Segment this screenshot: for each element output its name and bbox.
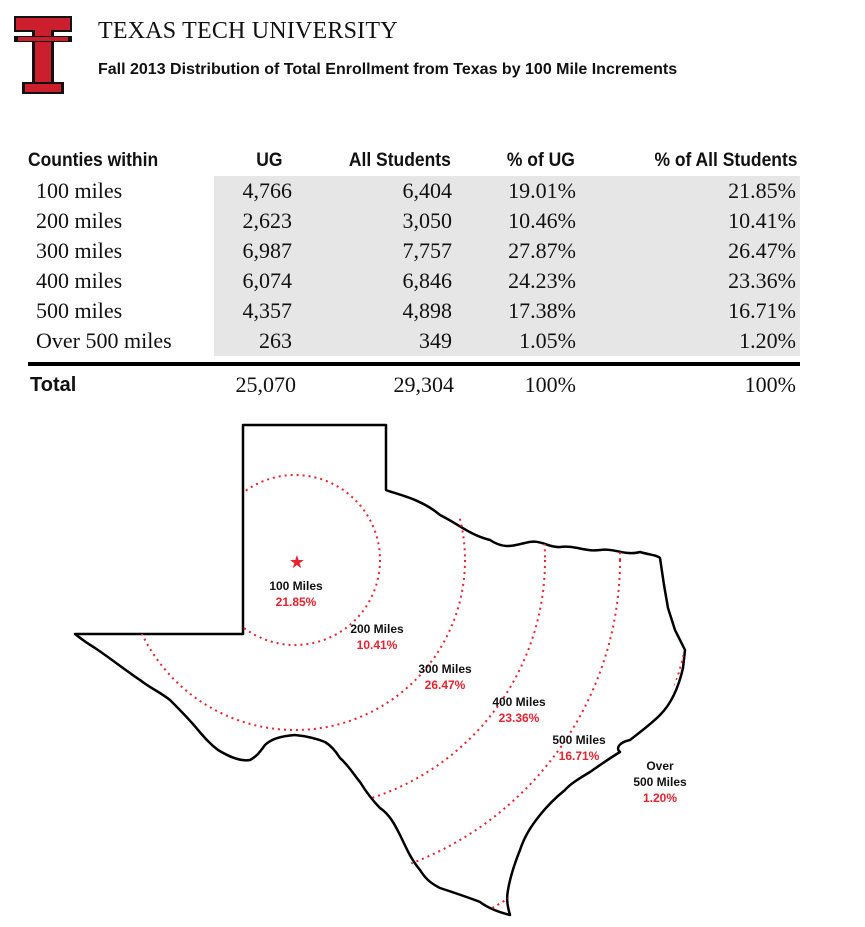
map-label-name: 300 Miles xyxy=(418,662,472,676)
map-label-pct: 16.71% xyxy=(559,749,600,763)
row-label: 500 miles xyxy=(36,298,123,323)
row-label: 300 miles xyxy=(36,238,123,263)
map-label-pct: 26.47% xyxy=(425,678,466,692)
total-divider xyxy=(28,362,800,366)
map-label-name: 100 Miles xyxy=(269,579,323,593)
col-header-counties: Counties within xyxy=(28,150,159,171)
university-name: TEXAS TECH UNIVERSITY xyxy=(98,18,398,44)
table-row: 500 miles 4,357 4,898 17.38% 16.71% xyxy=(28,296,800,326)
total-label: Total xyxy=(30,374,77,396)
col-header-ug: UG xyxy=(255,150,282,171)
table-shading xyxy=(214,176,800,356)
col-header-pct-all: % of All Students xyxy=(654,150,798,171)
map-label-name: Over xyxy=(646,759,674,773)
pct-all-value: 16.71% xyxy=(728,298,796,323)
all-value: 6,846 xyxy=(402,268,453,293)
ug-value: 263 xyxy=(259,328,292,353)
ug-value: 2,623 xyxy=(242,208,293,233)
total-all: 29,304 xyxy=(393,372,455,397)
map-label-pct: 23.36% xyxy=(499,711,540,725)
map-label-pct: 21.85% xyxy=(276,595,317,609)
pct-ug-value: 24.23% xyxy=(508,268,576,293)
all-value: 3,050 xyxy=(402,208,453,233)
row-label: Over 500 miles xyxy=(36,328,172,353)
all-value: 7,757 xyxy=(402,238,453,263)
total-ug: 25,070 xyxy=(235,372,297,397)
map-label-pct: 10.41% xyxy=(357,638,398,652)
ug-value: 4,766 xyxy=(242,178,293,203)
row-label: 100 miles xyxy=(36,178,123,203)
pct-all-value: 23.36% xyxy=(728,268,796,293)
table-row: 400 miles 6,074 6,846 24.23% 23.36% xyxy=(28,266,800,296)
ring-100 xyxy=(209,474,381,646)
pct-all-value: 10.41% xyxy=(728,208,796,233)
map-label-name: 500 Miles xyxy=(633,775,687,789)
ug-value: 6,074 xyxy=(242,268,293,293)
table-row: 100 miles 4,766 6,404 19.01% 21.85% xyxy=(28,176,800,206)
ring-500 xyxy=(75,425,685,915)
pct-all-value: 21.85% xyxy=(728,178,796,203)
table-row: 300 miles 6,987 7,757 27.87% 26.47% xyxy=(28,236,800,266)
all-value: 4,898 xyxy=(402,298,453,323)
col-header-all-students: All Students xyxy=(349,150,451,171)
map-label-name: 400 Miles xyxy=(492,695,546,709)
row-label: 200 miles xyxy=(36,208,123,233)
all-value: 349 xyxy=(419,328,452,353)
table-row: Over 500 miles 263 349 1.05% 1.20% xyxy=(28,326,800,356)
ug-value: 6,987 xyxy=(242,238,293,263)
table-row: 200 miles 2,623 3,050 10.46% 10.41% xyxy=(28,206,800,236)
map-label-name: 500 Miles xyxy=(552,733,606,747)
pct-all-value: 1.20% xyxy=(739,328,796,353)
ring-200 xyxy=(124,425,466,731)
texas-tech-logo-icon xyxy=(14,16,72,94)
texas-outline xyxy=(73,423,687,917)
ring-300 xyxy=(75,425,546,811)
pct-ug-value: 19.01% xyxy=(508,178,576,203)
ug-value: 4,357 xyxy=(242,298,293,323)
pct-all-value: 26.47% xyxy=(728,238,796,263)
col-header-pct-ug: % of UG xyxy=(507,150,575,171)
pct-ug-value: 27.87% xyxy=(508,238,576,263)
texas-distance-map: ★ 100 Miles 21.85% 200 Miles 10.41% 300 … xyxy=(73,423,687,917)
map-label-name: 200 Miles xyxy=(350,622,404,636)
distance-rings xyxy=(75,425,685,915)
pct-ug-value: 17.38% xyxy=(508,298,576,323)
lubbock-star-icon: ★ xyxy=(289,552,305,573)
page-subtitle: Fall 2013 Distribution of Total Enrollme… xyxy=(98,61,678,78)
pct-ug-value: 10.46% xyxy=(508,208,576,233)
total-pct-ug: 100% xyxy=(524,372,576,397)
row-label: 400 miles xyxy=(36,268,123,293)
header: TEXAS TECH UNIVERSITY Fall 2013 Distribu… xyxy=(0,0,865,110)
total-pct-all: 100% xyxy=(744,372,796,397)
all-value: 6,404 xyxy=(402,178,453,203)
map-label-pct: 1.20% xyxy=(643,791,677,805)
pct-ug-value: 1.05% xyxy=(519,328,576,353)
